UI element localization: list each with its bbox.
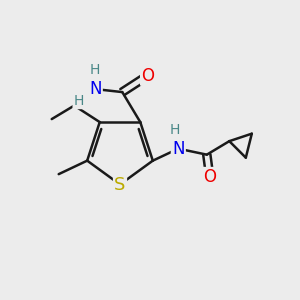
Text: O: O — [203, 168, 216, 186]
Text: S: S — [114, 176, 126, 194]
Text: N: N — [89, 80, 101, 98]
Text: O: O — [141, 67, 154, 85]
Text: H: H — [90, 63, 101, 76]
Text: H: H — [170, 123, 181, 137]
Text: N: N — [172, 140, 184, 158]
Text: H: H — [74, 94, 84, 108]
